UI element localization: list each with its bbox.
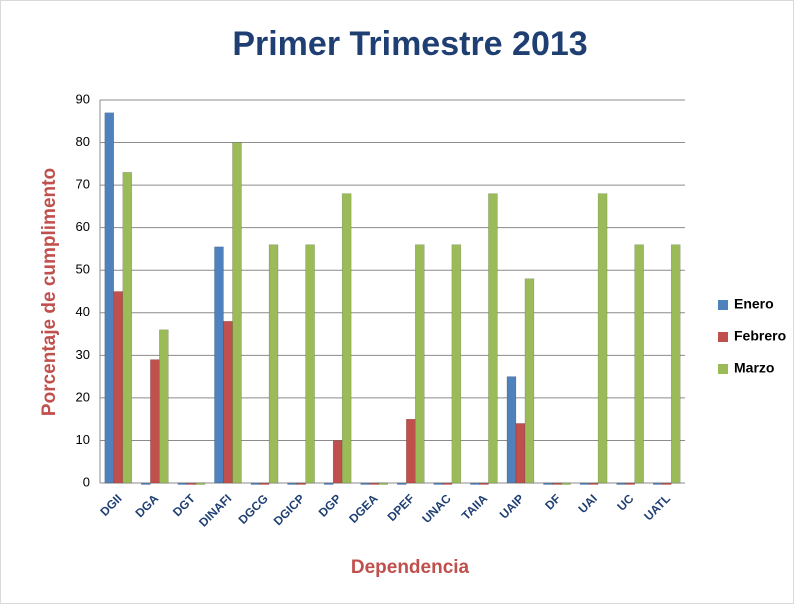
y-tick-label: 80 [76,134,90,149]
bar [296,482,306,485]
bar [661,482,672,485]
y-tick-label: 0 [83,474,90,489]
bar [479,482,489,485]
bar [268,244,279,484]
bar [415,244,425,484]
bar [616,482,626,485]
bar [588,482,599,485]
bar [470,482,480,485]
bar [159,329,169,484]
bar [515,423,526,484]
bar [259,482,270,485]
bar [506,376,517,484]
bar [397,482,407,485]
bar [543,482,553,485]
legend-swatch [718,300,728,310]
bar [341,193,352,484]
bar [488,193,498,484]
bar [524,278,535,484]
bar [451,244,462,484]
legend-label: Febrero [734,328,786,344]
y-axis-label: Porcentaje de cumplimento [39,168,60,416]
bar [634,244,644,484]
y-tick-label: 50 [76,262,90,277]
bar [104,112,115,484]
y-tick-label: 70 [76,177,90,192]
bar [433,482,444,485]
y-tick-label: 10 [76,432,90,447]
bar [195,482,206,485]
bar [360,482,370,485]
y-tick-label: 60 [76,219,90,234]
bar [579,482,590,485]
bar [214,246,224,484]
bar [652,482,663,485]
y-tick-label: 20 [76,389,90,404]
bar [332,440,343,484]
y-tick-label: 40 [76,304,90,319]
bar [597,193,608,484]
bar [141,482,151,485]
bar [250,482,261,485]
y-tick-label: 90 [76,91,90,106]
legend-swatch [718,364,728,374]
bar [150,359,160,484]
bar [186,482,197,485]
bar [625,482,635,485]
bar [561,482,571,485]
chart-title: Primer Trimestre 2013 [232,25,587,63]
bar [177,482,188,485]
legend-swatch [718,332,728,342]
bar [122,172,133,484]
bar [406,418,416,484]
bar [287,482,297,485]
x-axis-label: Dependencia [351,557,470,578]
y-tick-label: 30 [76,347,90,362]
legend-label: Enero [734,296,774,312]
bar [670,244,681,484]
bar [305,244,315,484]
bar [378,482,388,485]
bar [552,482,562,485]
bar [232,142,242,484]
bar [442,482,453,485]
bar [223,321,233,484]
bar [369,482,379,485]
bar [113,291,124,484]
legend-label: Marzo [734,360,774,376]
bar [323,482,334,485]
